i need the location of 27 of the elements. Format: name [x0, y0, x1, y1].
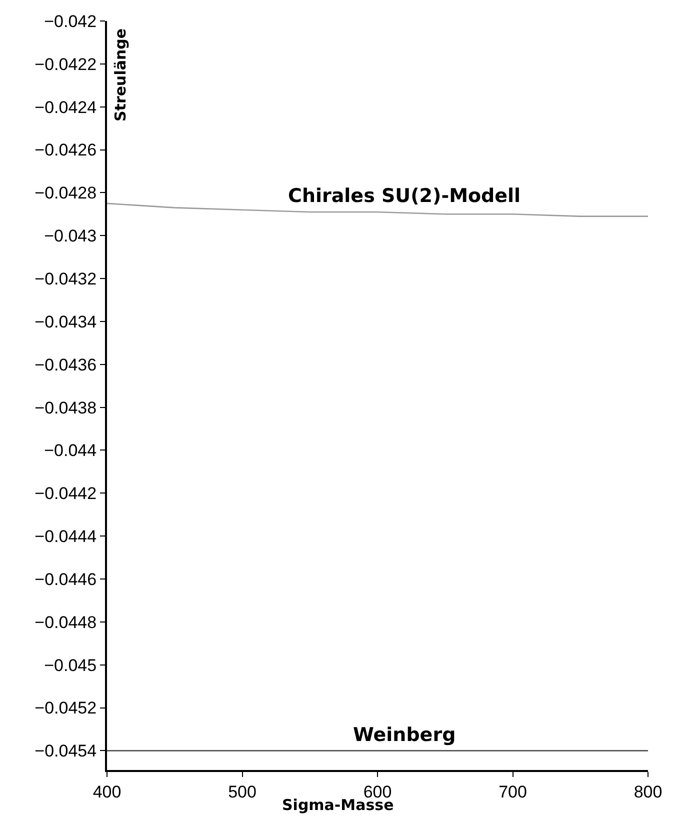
y-tick-label: −0.0452: [34, 698, 97, 718]
x-tick-label: 400: [92, 782, 122, 802]
y-tick-label: −0.045: [44, 656, 97, 675]
x-tick-label: 800: [634, 782, 662, 802]
y-tick-label: −0.0432: [34, 269, 97, 288]
y-tick-label: −0.0444: [34, 527, 97, 546]
y-tick-label: −0.0446: [34, 570, 97, 589]
y-tick-label: −0.0424: [34, 98, 97, 117]
x-tick-label: 700: [498, 782, 527, 802]
y-tick-label: −0.0448: [34, 612, 97, 632]
y-tick-label: −0.0422: [34, 54, 97, 74]
y-tick-label: −0.0442: [34, 484, 97, 504]
y-axis-title: Streulänge: [112, 28, 130, 122]
y-tick-label: −0.0454: [34, 742, 97, 761]
y-tick-label: −0.043: [44, 226, 97, 246]
line-series: [107, 202, 648, 217]
y-tick-label: −0.0434: [34, 312, 97, 332]
y-tick-label: −0.044: [44, 441, 97, 460]
x-tick-label: 500: [228, 782, 256, 802]
y-tick-label: −0.0436: [34, 355, 97, 374]
y-tick-label: −0.0438: [34, 398, 97, 418]
y-tick-label: −0.0426: [34, 140, 97, 160]
series-label: Weinberg: [353, 724, 456, 746]
y-tick-label: −0.042: [44, 12, 97, 31]
y-tick-label: −0.0428: [34, 184, 97, 203]
x-tick-label: 600: [363, 782, 392, 802]
series-label: Chirales SU(2)-Modell: [288, 185, 521, 207]
